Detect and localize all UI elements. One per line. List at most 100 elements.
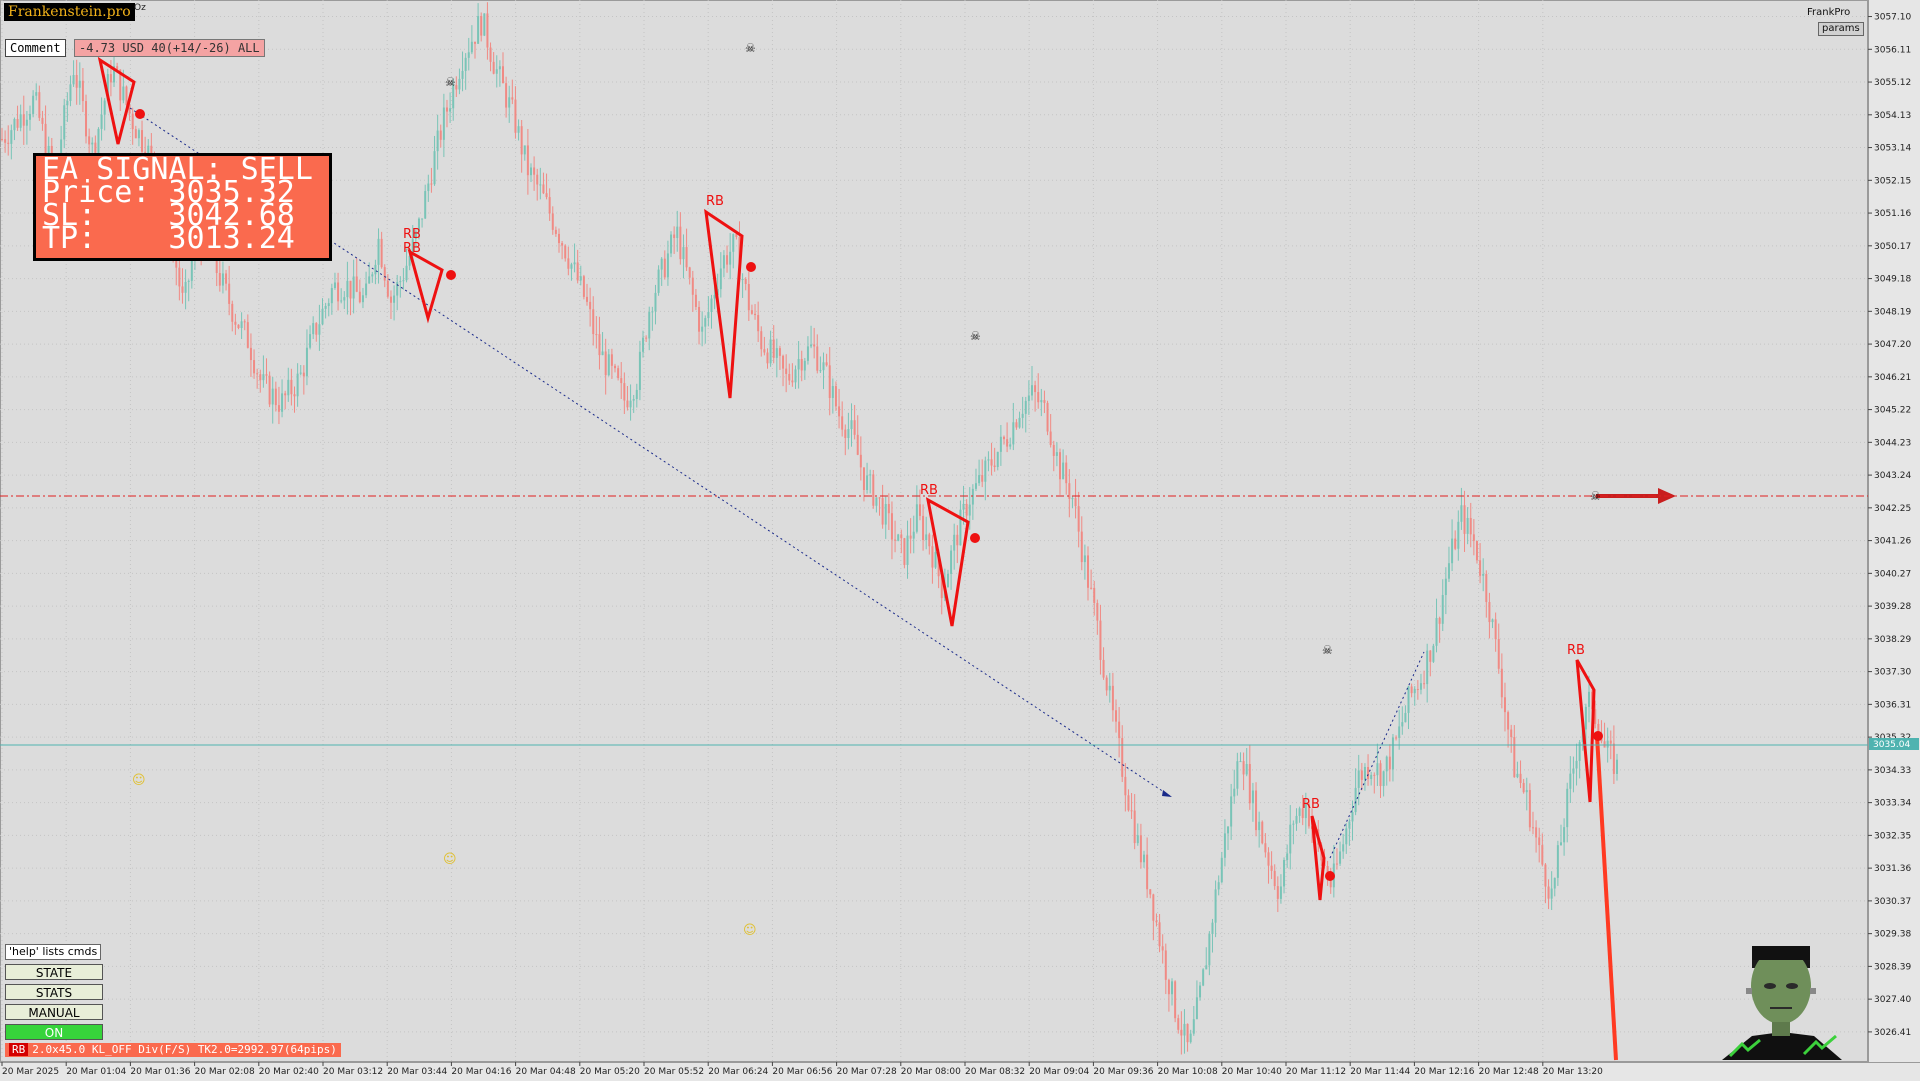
rb-triangle-4 xyxy=(925,497,970,627)
candle-body xyxy=(234,321,237,325)
price-label: 3031.36 xyxy=(1874,864,1911,874)
time-label: 20 Mar 05:20 xyxy=(580,1067,640,1077)
candle-body xyxy=(1416,688,1419,690)
candle-body xyxy=(228,283,231,304)
candle-body xyxy=(455,85,458,90)
candle-body xyxy=(601,351,604,356)
candle-body xyxy=(4,139,7,143)
price-label: 3055.12 xyxy=(1874,78,1911,88)
candle-body xyxy=(1074,498,1077,507)
candle-body xyxy=(1058,452,1061,480)
candle-body xyxy=(831,386,834,398)
candle-body xyxy=(900,534,903,539)
candle-body xyxy=(1065,462,1068,484)
time-label: 20 Mar 08:32 xyxy=(965,1067,1025,1077)
candle-body xyxy=(1535,827,1538,838)
candle-body xyxy=(691,277,694,295)
candle-body xyxy=(1519,773,1522,783)
candle-body xyxy=(906,535,909,565)
candle-body xyxy=(393,295,396,303)
manual-button[interactable]: MANUAL xyxy=(5,1004,103,1020)
candle-body xyxy=(788,373,791,381)
candle-body xyxy=(999,436,1002,452)
candle-body xyxy=(648,312,651,339)
candle-body xyxy=(1040,400,1043,403)
candle-body xyxy=(744,279,747,285)
candle-body xyxy=(368,276,371,284)
candle-body xyxy=(679,226,682,260)
candle-body xyxy=(1015,422,1018,428)
candle-body xyxy=(66,100,69,106)
candle-body xyxy=(1096,602,1099,621)
comment-label: Comment xyxy=(5,39,66,57)
candle-body xyxy=(141,130,144,152)
time-label: 20 Mar 07:28 xyxy=(837,1067,897,1077)
candle-body xyxy=(1488,602,1491,623)
candle-body xyxy=(1223,833,1226,858)
candle-body xyxy=(1027,395,1030,401)
rb-triangle-3 xyxy=(704,208,744,399)
candle-body xyxy=(946,573,949,588)
price-label: 3057.10 xyxy=(1874,13,1911,23)
candle-body xyxy=(1146,854,1149,890)
candle-body xyxy=(1563,827,1566,843)
on-toggle-button[interactable]: ON xyxy=(5,1024,103,1040)
candle-body xyxy=(698,306,701,332)
candle-body xyxy=(225,273,228,284)
candle-body xyxy=(302,372,305,377)
candle-body xyxy=(1052,444,1055,456)
candle-body xyxy=(539,184,542,186)
candle-body xyxy=(750,310,753,314)
rb-triangle-5 xyxy=(1310,815,1326,901)
price-label: 3047.20 xyxy=(1874,340,1911,350)
time-label: 20 Mar 2025 xyxy=(2,1067,59,1077)
candle-body xyxy=(1245,764,1248,775)
price-label: 3038.29 xyxy=(1874,635,1911,645)
candle-body xyxy=(1183,1023,1186,1036)
price-label: 3027.40 xyxy=(1874,995,1911,1005)
candle-body xyxy=(595,334,598,336)
stats-button[interactable]: STATS xyxy=(5,984,103,1000)
candle-body xyxy=(685,247,688,268)
candle-body xyxy=(1087,555,1090,588)
candle-body xyxy=(523,145,526,155)
candle-body xyxy=(1180,1029,1183,1036)
candle-body xyxy=(741,279,744,281)
candle-body xyxy=(408,255,411,266)
price-label: 3049.18 xyxy=(1874,275,1911,285)
candle-body xyxy=(931,546,934,568)
candle-body xyxy=(1214,889,1217,923)
candle-body xyxy=(1485,573,1488,603)
candle-body xyxy=(461,70,464,79)
candle-body xyxy=(645,337,648,339)
candle-body xyxy=(256,373,259,375)
candle-body xyxy=(1398,726,1401,738)
candle-body xyxy=(1205,965,1208,970)
candle-body xyxy=(1438,617,1441,624)
svg-text:☠: ☠ xyxy=(745,41,756,55)
candle-body xyxy=(1444,578,1447,596)
candle-body xyxy=(424,191,427,219)
params-button[interactable]: params xyxy=(1818,22,1864,36)
state-button[interactable]: STATE xyxy=(5,964,103,980)
candle-body xyxy=(318,324,321,335)
candle-body xyxy=(1345,828,1348,845)
status-tag: RB xyxy=(9,1043,29,1056)
candle-body xyxy=(421,218,424,220)
price-axis xyxy=(1868,0,1920,1062)
price-label: 3032.35 xyxy=(1874,831,1911,841)
candle-body xyxy=(822,362,825,371)
candle-body xyxy=(1410,686,1413,694)
candle-body xyxy=(881,498,884,525)
candle-body xyxy=(729,251,732,265)
candle-body xyxy=(178,267,181,287)
candle-body xyxy=(623,383,626,401)
candle-body xyxy=(97,128,100,156)
candle-body xyxy=(489,47,492,62)
candle-body xyxy=(119,69,122,101)
candle-body xyxy=(592,309,595,335)
candle-body xyxy=(604,351,607,376)
signal-title: EA SIGNAL: SELL xyxy=(42,152,313,187)
candle-body xyxy=(1030,385,1033,396)
candle-body xyxy=(928,534,931,547)
